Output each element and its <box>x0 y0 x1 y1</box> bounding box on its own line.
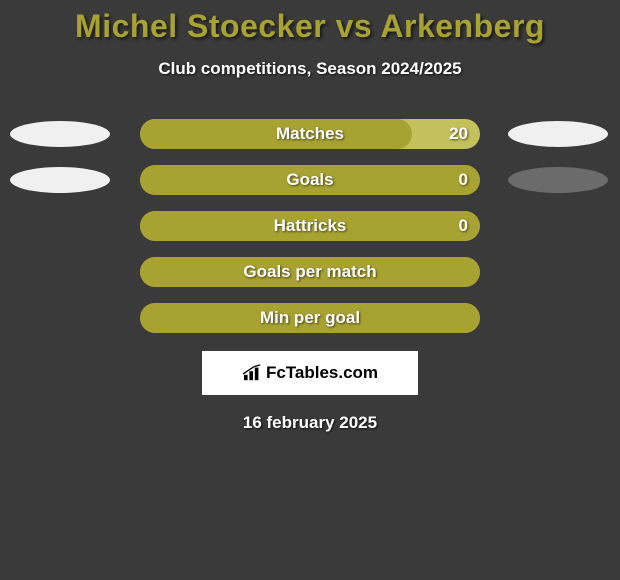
bar-label: Goals <box>286 170 333 190</box>
page-title: Michel Stoecker vs Arkenberg <box>0 8 620 45</box>
left-value-ellipse <box>10 121 110 147</box>
bar-track: Goals 0 <box>140 165 480 195</box>
bar-label: Hattricks <box>274 216 347 236</box>
stat-row-min-per-goal: Min per goal <box>0 303 620 333</box>
logo-content: FcTables.com <box>242 363 378 383</box>
bar-value: 20 <box>449 124 468 144</box>
stat-row-goals-per-match: Goals per match <box>0 257 620 287</box>
right-value-ellipse <box>508 121 608 147</box>
stat-row-goals: Goals 0 <box>0 165 620 195</box>
bar-track: Min per goal <box>140 303 480 333</box>
right-value-ellipse <box>508 167 608 193</box>
bar-label: Matches <box>276 124 344 144</box>
bar-value: 0 <box>459 216 468 236</box>
logo-box: FcTables.com <box>202 351 418 395</box>
bar-label: Goals per match <box>243 262 376 282</box>
bar-label: Min per goal <box>260 308 360 328</box>
logo-text: FcTables.com <box>266 363 378 383</box>
bar-track: Matches 20 <box>140 119 480 149</box>
bar-chart-icon <box>242 364 264 382</box>
infographic-container: Michel Stoecker vs Arkenberg Club compet… <box>0 0 620 433</box>
bar-track: Goals per match <box>140 257 480 287</box>
stat-row-matches: Matches 20 <box>0 119 620 149</box>
subtitle: Club competitions, Season 2024/2025 <box>0 59 620 79</box>
left-value-ellipse <box>10 167 110 193</box>
date-text: 16 february 2025 <box>0 413 620 433</box>
stat-rows: Matches 20 Goals 0 Hattricks 0 <box>0 119 620 333</box>
stat-row-hattricks: Hattricks 0 <box>0 211 620 241</box>
bar-track: Hattricks 0 <box>140 211 480 241</box>
bar-value: 0 <box>459 170 468 190</box>
